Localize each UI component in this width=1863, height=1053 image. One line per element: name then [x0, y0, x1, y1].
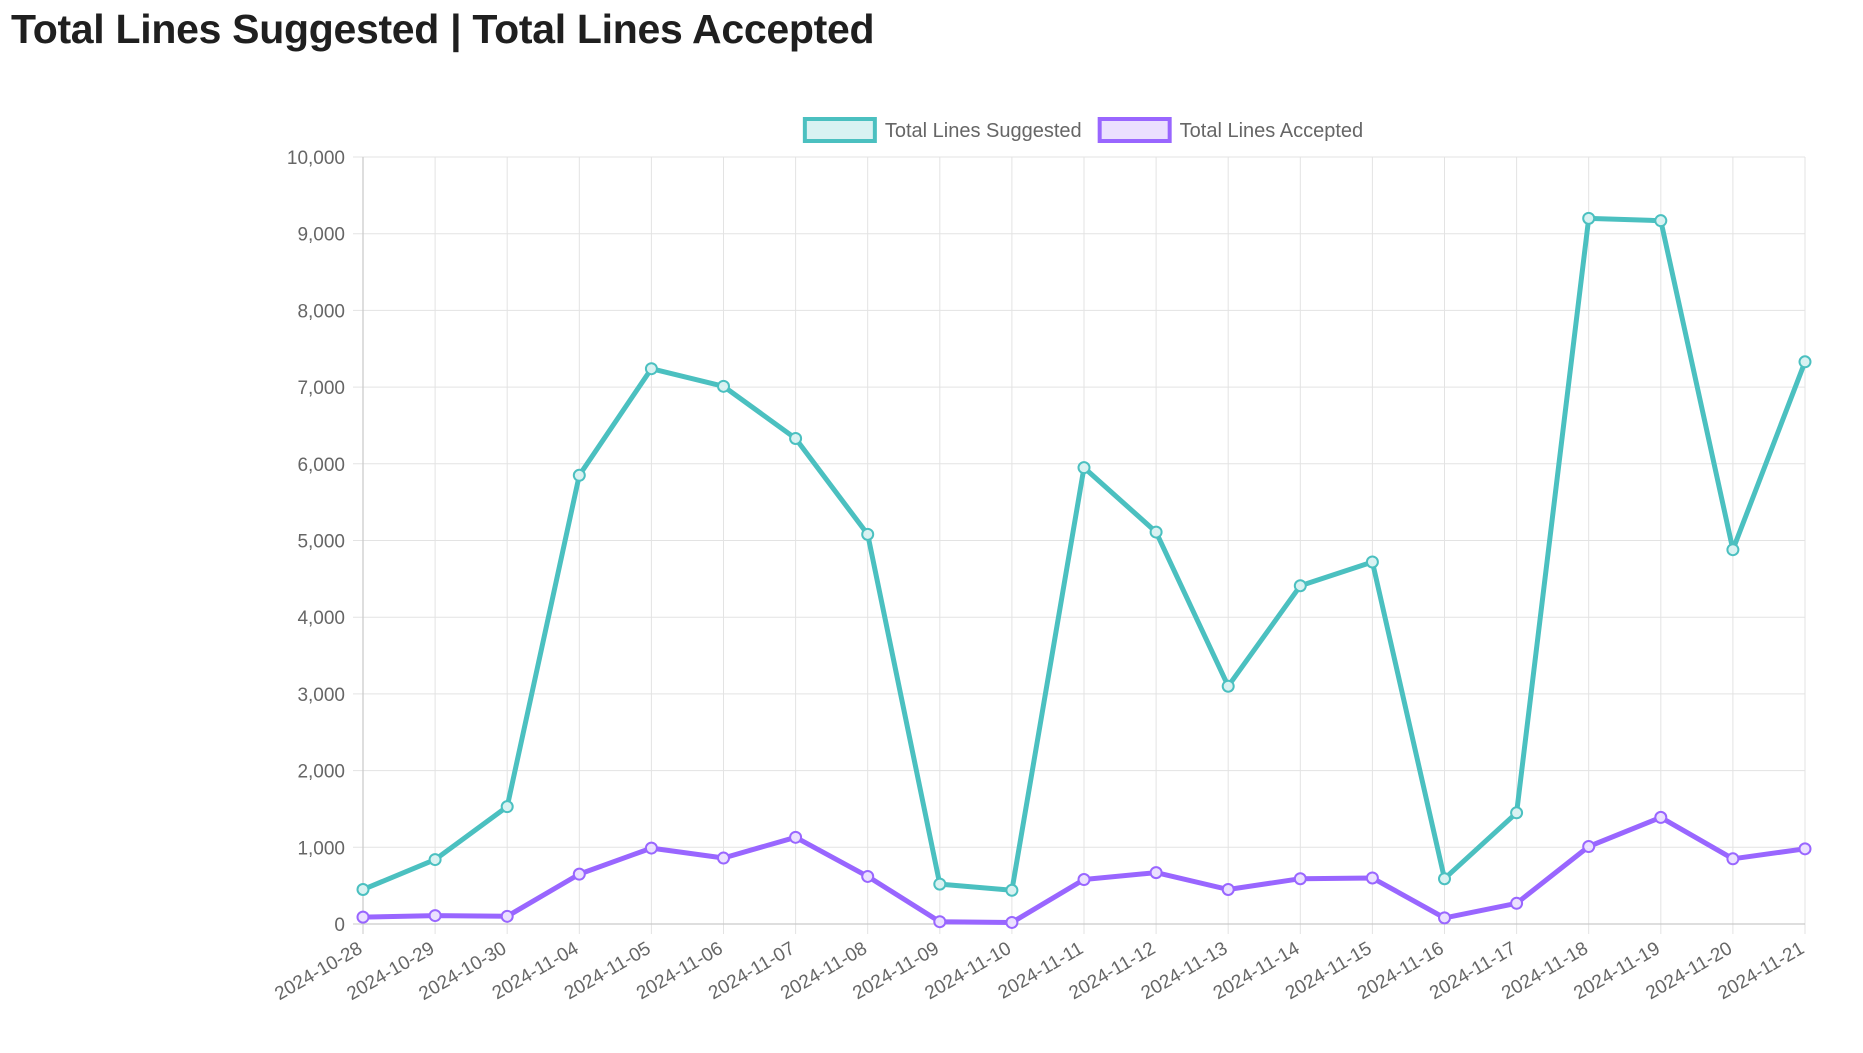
grid-lines [353, 156, 1806, 934]
data-point-accepted[interactable] [1293, 872, 1307, 886]
data-point-suggested[interactable] [572, 468, 586, 482]
data-point-suggested[interactable] [1365, 555, 1379, 569]
y-tick-label: 8,000 [297, 301, 345, 322]
data-point-suggested[interactable] [428, 853, 442, 867]
legend-item-accepted[interactable]: Total Lines Accepted [1097, 117, 1363, 143]
series-suggested [356, 211, 1812, 897]
data-point-suggested[interactable] [1077, 461, 1091, 475]
legend-item-suggested[interactable]: Total Lines Suggested [802, 117, 1082, 143]
data-point-suggested[interactable] [1510, 806, 1524, 820]
y-tick-label: 0 [334, 915, 345, 936]
data-point-suggested[interactable] [1438, 872, 1451, 886]
series-lines [356, 211, 1812, 929]
data-point-accepted[interactable] [861, 869, 875, 883]
data-point-suggested[interactable] [1726, 543, 1740, 557]
y-tick-label: 6,000 [297, 455, 345, 476]
data-point-accepted[interactable] [1005, 915, 1019, 929]
data-point-suggested[interactable] [500, 800, 514, 814]
data-point-accepted[interactable] [1798, 842, 1812, 856]
y-tick-label: 4,000 [297, 608, 345, 629]
data-point-accepted[interactable] [717, 851, 730, 865]
data-point-accepted[interactable] [933, 915, 947, 929]
legend-label: Total Lines Suggested [885, 120, 1082, 142]
y-tick-label: 10,000 [287, 148, 345, 169]
x-tick-labels: 2024-10-282024-10-292024-10-302024-11-04… [271, 938, 1808, 1005]
data-point-suggested[interactable] [789, 431, 803, 445]
legend-swatch [1097, 117, 1172, 143]
data-point-suggested[interactable] [1005, 883, 1019, 897]
series-accepted [356, 810, 1812, 929]
data-point-accepted[interactable] [1654, 810, 1668, 824]
data-point-suggested[interactable] [1582, 211, 1596, 225]
legend-swatch [802, 117, 877, 143]
data-point-accepted[interactable] [1726, 852, 1740, 866]
y-tick-label: 7,000 [297, 378, 345, 399]
data-point-accepted[interactable] [1438, 911, 1451, 925]
y-tick-labels: 0 1,000 2,000 3,000 4,000 5,000 6,000 7,000 8,00… [287, 148, 345, 936]
data-point-accepted[interactable] [356, 910, 370, 924]
legend: Total Lines Suggested Total Lines Accepte… [802, 117, 1363, 143]
data-point-suggested[interactable] [1654, 214, 1668, 228]
y-tick-label: 3,000 [297, 685, 345, 706]
legend-label: Total Lines Accepted [1180, 120, 1363, 142]
data-point-suggested[interactable] [1798, 355, 1812, 369]
y-tick-label: 9,000 [297, 225, 345, 246]
y-tick-label: 2,000 [297, 762, 345, 783]
data-point-suggested[interactable] [356, 882, 370, 896]
data-point-accepted[interactable] [1077, 873, 1091, 887]
data-point-accepted[interactable] [1510, 896, 1524, 910]
data-point-accepted[interactable] [789, 830, 803, 844]
data-point-suggested[interactable] [933, 877, 947, 891]
data-point-accepted[interactable] [500, 909, 514, 923]
axes [362, 157, 1805, 925]
data-point-accepted[interactable] [1149, 866, 1163, 880]
data-point-accepted[interactable] [572, 867, 586, 881]
data-point-suggested[interactable] [1293, 579, 1307, 593]
page-title: Total Lines Suggested | Total Lines Acce… [11, 6, 875, 52]
data-point-suggested[interactable] [1221, 679, 1235, 693]
data-point-accepted[interactable] [1221, 882, 1235, 896]
data-point-accepted[interactable] [1582, 840, 1596, 854]
data-point-accepted[interactable] [1365, 871, 1379, 885]
data-point-accepted[interactable] [644, 841, 658, 855]
data-point-accepted[interactable] [428, 909, 442, 923]
data-point-suggested[interactable] [1149, 525, 1163, 539]
data-point-suggested[interactable] [861, 527, 875, 541]
data-point-suggested[interactable] [717, 379, 730, 393]
data-point-suggested[interactable] [644, 362, 658, 376]
y-tick-label: 1,000 [297, 838, 345, 859]
y-tick-label: 5,000 [297, 532, 345, 553]
